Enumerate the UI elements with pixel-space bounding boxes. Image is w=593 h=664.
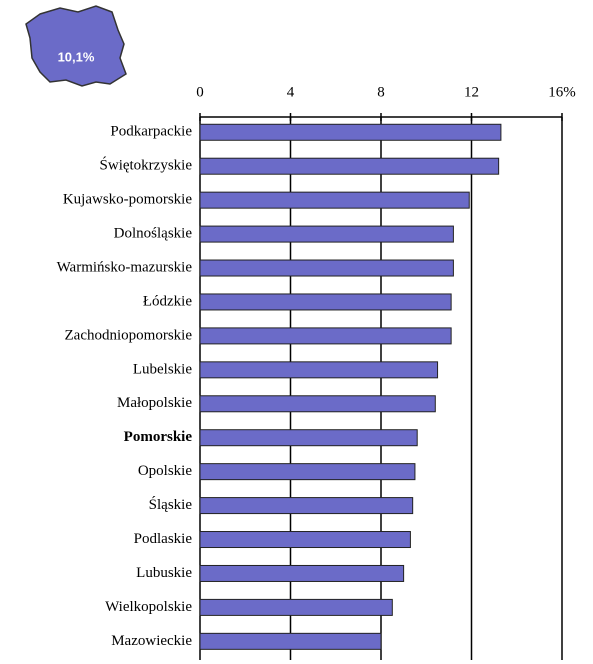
y-tick-label: Lubuskie	[136, 565, 192, 581]
bar	[199, 293, 452, 311]
x-tick-label: 12	[464, 84, 479, 100]
y-tick-label: Mazowieckie	[111, 633, 192, 649]
bar	[199, 497, 414, 515]
bar	[199, 632, 382, 650]
y-tick-label: Warmińsko-mazurskie	[57, 259, 193, 275]
y-tick-label: Pomorskie	[124, 429, 193, 445]
y-tick-label: Małopolskie	[117, 395, 192, 411]
x-tick-label: 16%	[548, 84, 576, 100]
y-tick-label: Dolnośląskie	[114, 226, 193, 242]
bar	[199, 429, 418, 447]
y-tick-label: Podlaskie	[134, 531, 193, 547]
x-tick-label: 0	[196, 84, 204, 100]
bar	[199, 225, 454, 243]
y-tick-label: Łódzkie	[143, 293, 192, 309]
bar	[199, 157, 500, 175]
y-tick-label: Kujawsko-pomorskie	[63, 192, 192, 208]
bar	[199, 564, 405, 582]
bar	[199, 361, 439, 379]
y-tick-label: Lubelskie	[133, 361, 192, 377]
bar	[199, 327, 452, 345]
x-tick-label: 8	[377, 84, 385, 100]
x-tick-label: 4	[287, 84, 295, 100]
y-tick-label: Opolskie	[138, 463, 193, 479]
annotation: 10,1%	[58, 49, 95, 64]
map-icon	[25, 5, 127, 87]
bar	[199, 259, 454, 277]
bar	[199, 463, 416, 481]
y-tick-label: Zachodniopomorskie	[65, 327, 193, 343]
y-tick-label: Śląskie	[149, 496, 193, 513]
bar	[199, 531, 411, 549]
bar	[199, 598, 393, 616]
bar	[199, 123, 502, 141]
y-tick-label: Wielkopolskie	[105, 599, 192, 615]
y-tick-label: Świętokrzyskie	[100, 157, 193, 174]
bar	[199, 395, 436, 413]
y-tick-label: Podkarpackie	[110, 124, 192, 140]
bar	[199, 191, 470, 209]
